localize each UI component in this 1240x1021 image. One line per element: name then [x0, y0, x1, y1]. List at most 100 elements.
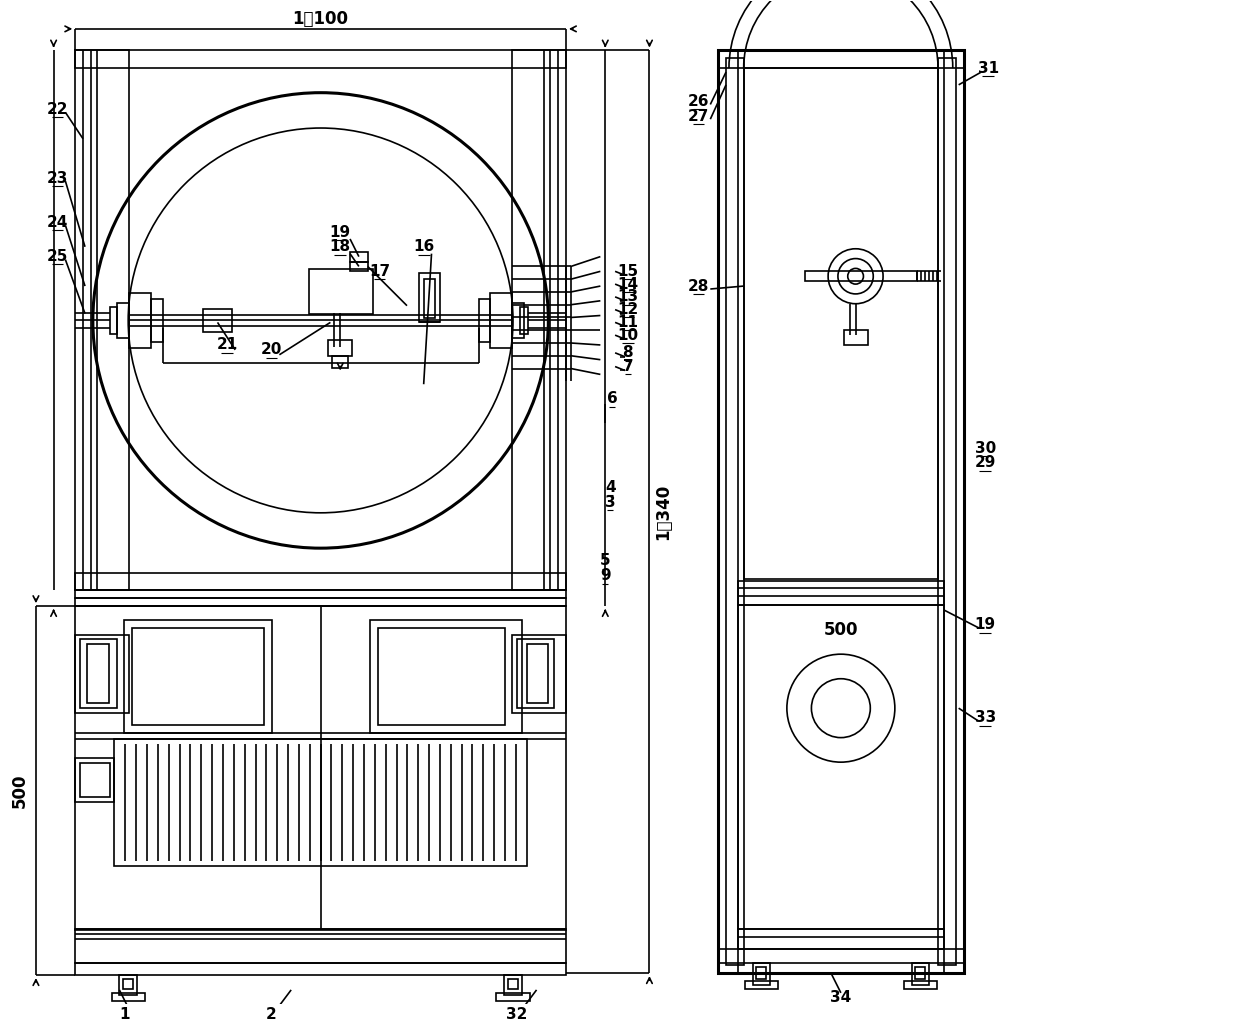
Text: 17: 17 — [370, 263, 391, 279]
Text: 14: 14 — [618, 277, 639, 292]
Bar — [911, 964, 929, 985]
Text: 32: 32 — [506, 1007, 527, 1021]
Text: 7: 7 — [622, 359, 634, 374]
Bar — [745, 981, 777, 989]
Text: 2: 2 — [267, 1007, 277, 1021]
Text: 18: 18 — [330, 239, 351, 254]
Text: 20: 20 — [260, 342, 283, 357]
Bar — [123, 979, 133, 989]
Bar — [118, 303, 129, 338]
Bar — [915, 967, 925, 979]
Bar — [76, 50, 129, 590]
Text: 10: 10 — [618, 328, 639, 343]
Text: 6: 6 — [606, 391, 618, 406]
Bar — [718, 50, 963, 973]
Text: 19: 19 — [330, 225, 351, 240]
Bar — [76, 759, 114, 803]
Bar — [805, 272, 918, 281]
Bar — [738, 605, 944, 929]
Bar — [350, 252, 368, 261]
Bar — [505, 975, 522, 994]
Text: 16: 16 — [413, 239, 434, 254]
Text: 1: 1 — [119, 1007, 129, 1021]
Text: 1，340: 1，340 — [655, 484, 672, 540]
Bar — [203, 308, 232, 332]
Bar — [112, 992, 145, 1001]
Text: 5: 5 — [600, 553, 610, 569]
Bar — [512, 50, 565, 590]
Bar — [76, 964, 565, 975]
Text: 26: 26 — [688, 94, 709, 109]
Text: 4: 4 — [605, 480, 615, 495]
Text: 500: 500 — [823, 621, 858, 639]
Bar — [124, 620, 272, 733]
Bar — [496, 992, 529, 1001]
Bar — [738, 581, 944, 605]
Bar — [370, 620, 522, 733]
Bar — [937, 58, 956, 966]
Text: 15: 15 — [618, 263, 639, 279]
Bar — [843, 330, 868, 345]
Bar — [718, 50, 963, 68]
Text: 25: 25 — [47, 249, 68, 264]
Bar — [517, 639, 554, 709]
Bar — [350, 261, 368, 272]
Text: 24: 24 — [47, 214, 68, 230]
Bar — [424, 279, 435, 319]
Bar — [76, 573, 565, 590]
Bar — [109, 306, 118, 334]
Text: 19: 19 — [975, 618, 996, 632]
Bar — [419, 274, 440, 323]
Bar — [76, 634, 129, 713]
Text: 500: 500 — [11, 773, 30, 808]
Bar — [309, 270, 373, 313]
Text: 29: 29 — [975, 455, 996, 471]
Bar — [76, 606, 565, 930]
Bar — [479, 299, 491, 342]
Bar — [491, 293, 512, 348]
Text: 12: 12 — [618, 302, 639, 318]
Text: 31: 31 — [977, 60, 998, 76]
Text: 28: 28 — [688, 279, 709, 294]
Text: 11: 11 — [618, 314, 639, 330]
Bar — [512, 303, 523, 338]
Bar — [81, 639, 118, 709]
Bar — [81, 763, 109, 797]
Bar — [738, 929, 944, 949]
Bar — [725, 58, 744, 966]
Bar — [718, 949, 963, 964]
Bar — [753, 964, 770, 985]
Text: 9: 9 — [600, 568, 610, 583]
Bar — [129, 293, 151, 348]
Text: 13: 13 — [618, 289, 639, 304]
Bar — [512, 634, 565, 713]
Text: 3: 3 — [605, 494, 615, 509]
Bar — [76, 598, 565, 606]
Bar — [904, 981, 937, 989]
Bar — [76, 50, 565, 68]
Text: 33: 33 — [975, 711, 996, 726]
Text: 21: 21 — [217, 338, 238, 352]
Text: 22: 22 — [47, 102, 68, 116]
Text: 8: 8 — [622, 345, 634, 360]
Bar — [151, 299, 162, 342]
Bar — [119, 975, 138, 994]
Text: 27: 27 — [688, 109, 709, 124]
Text: 1，100: 1，100 — [293, 10, 348, 28]
Bar — [744, 68, 937, 579]
Bar — [76, 590, 565, 598]
Bar — [114, 738, 527, 866]
Bar — [377, 628, 505, 725]
Bar — [76, 929, 565, 964]
Bar — [520, 306, 528, 334]
Bar — [332, 355, 348, 368]
Bar — [133, 628, 264, 725]
Text: 23: 23 — [47, 171, 68, 186]
Bar — [756, 967, 766, 979]
Bar — [329, 340, 352, 355]
Text: 34: 34 — [831, 990, 852, 1006]
Bar — [87, 644, 109, 703]
Bar — [527, 644, 548, 703]
Bar — [508, 979, 518, 989]
Text: 30: 30 — [975, 440, 996, 455]
